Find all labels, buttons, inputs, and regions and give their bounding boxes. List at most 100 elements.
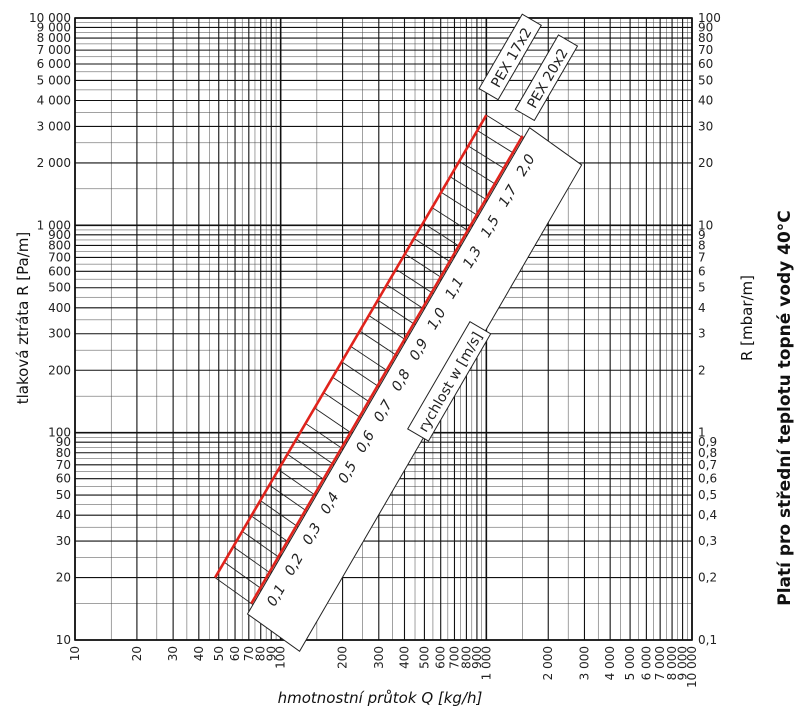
y-left-tick-label: 5 000 [37, 73, 71, 87]
y-left-tick-label: 200 [48, 363, 71, 377]
x-tick-label: 2 000 [541, 646, 555, 680]
series-name-frame [514, 34, 579, 122]
x-tick-label: 5 000 [623, 646, 637, 680]
y-left-tick-label: 700 [48, 250, 71, 264]
y-left-tick-label: 80 [56, 446, 71, 460]
y-left-tick-label: 10 [56, 633, 71, 647]
x-tick-label: 900 [470, 646, 484, 669]
y-right-tick-label: 50 [698, 73, 713, 87]
y-right-tick-label: 6 [698, 264, 706, 278]
x-tick-label: 700 [447, 646, 461, 669]
y-left-tick-label: 400 [48, 301, 71, 315]
x-tick-label: 90 [264, 646, 278, 661]
velocity-scale-strip [246, 126, 583, 652]
y-right-tick-label: 0,1 [698, 633, 717, 647]
y-left-tick-label: 60 [56, 472, 71, 486]
y-right-tick-label: 0,9 [698, 435, 717, 449]
y-left-tick-label: 3 000 [37, 119, 71, 133]
x-tick-label: 600 [434, 646, 448, 669]
x-tick-label: 4 000 [603, 646, 617, 680]
y-left-tick-label: 900 [48, 228, 71, 242]
x-tick-label: 100 [274, 646, 288, 669]
y-right-tick-label: 90 [698, 20, 713, 34]
y-left-tick-label: 800 [48, 238, 71, 252]
series-lines [213, 114, 524, 605]
x-tick-label: 40 [192, 646, 206, 661]
y-left-tick-label: 20 [56, 571, 71, 585]
y-left-tick-label: 7 000 [37, 43, 71, 57]
y-left-tick-label: 10 000 [29, 11, 71, 25]
y-left-tick-label: 4 000 [37, 94, 71, 108]
series-name-frame [478, 13, 542, 101]
y-left-tick-label: 8 000 [37, 31, 71, 45]
x-tick-label: 6 000 [639, 646, 653, 680]
y-right-tick-label: 80 [698, 31, 713, 45]
y-axis-title: tlaková ztráta R [Pa/m] [14, 232, 32, 405]
y-right-tick-label: 7 [698, 250, 706, 264]
x-tick-label: 9 000 [676, 646, 690, 680]
y-right-tick-label: 0,7 [698, 458, 717, 472]
x-tick-label: 800 [459, 646, 473, 669]
x-axis-title: hmotnostní průtok Q [kg/h] [278, 689, 483, 707]
y-left-tick-label: 2 000 [37, 156, 71, 170]
y-left-tick-label: 30 [56, 534, 71, 548]
y-right-tick-label: 8 [698, 238, 706, 252]
y-left-tick-label: 50 [56, 488, 71, 502]
x-tick-label: 200 [336, 646, 350, 669]
x-tick-label: 50 [212, 646, 226, 661]
x-tick-label: 80 [254, 646, 268, 661]
x-tick-label: 10 000 [685, 646, 699, 688]
x-tick-label: 20 [130, 646, 144, 661]
series-line [213, 114, 488, 579]
y-left-tick-label: 1 000 [37, 218, 71, 232]
x-tick-label: 1 000 [479, 646, 493, 680]
y-right-tick-label: 4 [698, 301, 706, 315]
y-right-tick-label: 40 [698, 94, 713, 108]
x-tick-label: 70 [242, 646, 256, 661]
y-right-axis-title: R [mbar/m] [738, 275, 756, 361]
y-right-tick-label: 3 [698, 327, 706, 341]
y-left-tick-label: 100 [48, 426, 71, 440]
x-tick-label: 30 [166, 646, 180, 661]
y-right-tick-label: 0,2 [698, 571, 717, 585]
grid [74, 17, 693, 641]
y-right-tick-label: 0,6 [698, 472, 717, 486]
y-right-tick-label: 0,5 [698, 488, 717, 502]
y-right-tick-label: 2 [698, 363, 706, 377]
x-tick-label: 7 000 [653, 646, 667, 680]
y-left-tick-label: 6 000 [37, 57, 71, 71]
plot-frame [74, 17, 693, 641]
y-right-tick-label: 0,8 [698, 446, 717, 460]
y-right-tick-label: 60 [698, 57, 713, 71]
y-left-tick-label: 70 [56, 458, 71, 472]
x-tick-label: 400 [397, 646, 411, 669]
y-left-tick-label: 500 [48, 281, 71, 295]
x-tick-label: 3 000 [577, 646, 591, 680]
x-tick-label: 10 [68, 646, 82, 661]
x-tick-label: 8 000 [665, 646, 679, 680]
y-left-tick-label: 9 000 [37, 20, 71, 34]
velocity-axis-label-frame [407, 321, 492, 442]
x-tick-label: 500 [417, 646, 431, 669]
y-left-tick-label: 600 [48, 264, 71, 278]
y-right-tick-label: 100 [698, 11, 721, 25]
velocity-band: 0,10,20,30,40,50,60,70,80,91,01,11,31,51… [214, 13, 583, 652]
y-right-tick-label: 70 [698, 43, 713, 57]
y-right-tick-label: 30 [698, 119, 713, 133]
y-left-tick-label: 40 [56, 508, 71, 522]
y-left-tick-label: 90 [56, 435, 71, 449]
x-tick-label: 60 [228, 646, 242, 661]
y-right-tick-label: 1 [698, 426, 706, 440]
y-right-tick-label: 10 [698, 218, 713, 232]
x-tick-label: 300 [372, 646, 386, 669]
y-right-tick-label: 5 [698, 281, 706, 295]
series-line [250, 135, 524, 605]
y-right-tick-label: 0,4 [698, 508, 717, 522]
validity-note: Platí pro střední teplotu topné vody 40°… [775, 210, 795, 606]
y-left-tick-label: 300 [48, 327, 71, 341]
y-right-tick-label: 0,3 [698, 534, 717, 548]
y-right-tick-label: 9 [698, 228, 706, 242]
y-right-tick-label: 20 [698, 156, 713, 170]
